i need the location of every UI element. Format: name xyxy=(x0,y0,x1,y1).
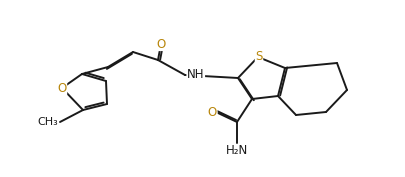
Text: NH: NH xyxy=(187,68,205,81)
Text: CH₃: CH₃ xyxy=(37,117,58,127)
Text: O: O xyxy=(156,38,166,50)
Text: O: O xyxy=(208,107,217,119)
Text: S: S xyxy=(255,50,263,64)
Text: O: O xyxy=(58,81,67,95)
Text: H₂N: H₂N xyxy=(226,144,248,157)
